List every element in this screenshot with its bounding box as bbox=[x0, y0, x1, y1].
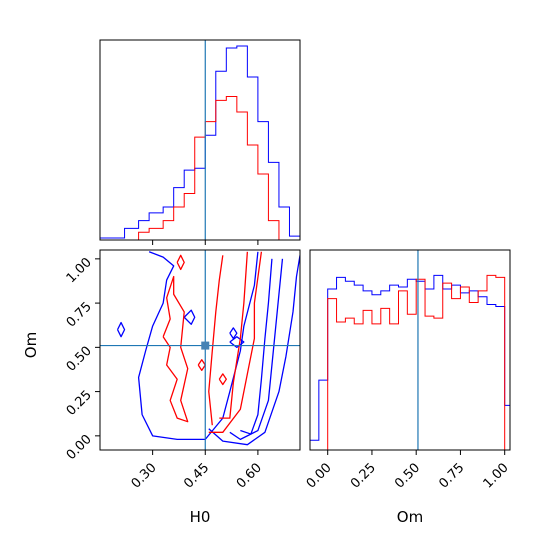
contour-H0-Om-series-1-contour-1 bbox=[137, 251, 259, 441]
hist-Om-series-2-steps bbox=[327, 274, 506, 450]
x-axis-label-Om: Om bbox=[397, 508, 423, 526]
hist-Om-series-1-steps bbox=[309, 274, 511, 450]
hist-Om-x-tick-label: 0.25 bbox=[348, 460, 379, 491]
contour-H0-Om-x-tick-label: 0.45 bbox=[181, 460, 212, 491]
contour-H0-Om-series-1-contour-7 bbox=[116, 321, 126, 338]
contour-H0-Om-series-2-contour-5 bbox=[176, 254, 185, 271]
contour-H0-Om-series-1-contour-4 bbox=[240, 258, 273, 435]
contour-H0-Om-y-tick-label: 1.00 bbox=[64, 255, 95, 286]
contour-H0-Om-series-2-contour-1 bbox=[162, 275, 189, 423]
contour-H0-Om-series-2-contour-2 bbox=[208, 251, 263, 433]
contour-H0-Om-series-1-contour-2 bbox=[208, 255, 300, 446]
contour-H0-Om-series-1-contour-3 bbox=[229, 258, 284, 441]
contour-lines bbox=[116, 251, 300, 446]
contour-H0-Om-y-tick-label: 0.25 bbox=[64, 388, 95, 419]
contour-H0-Om-series-2-contour-6 bbox=[197, 359, 206, 372]
hist-H0-series-1-steps bbox=[99, 45, 301, 240]
y-axis-label-Om: Om bbox=[22, 332, 40, 358]
contour-H0-Om-y-tick-label: 0.00 bbox=[64, 432, 95, 463]
x-axis-label-H0: H0 bbox=[190, 508, 211, 526]
contour-H0-Om-series-2-contour-3 bbox=[219, 251, 249, 419]
histogram-H0-panel bbox=[99, 39, 301, 245]
hist-H0-frame bbox=[99, 39, 301, 241]
contour-H0-Om-series-1-contour-5 bbox=[183, 309, 196, 325]
hist-Om-x-tick-label: 0.00 bbox=[304, 460, 335, 491]
truth-marker bbox=[201, 341, 210, 350]
histogram-Om-panel: 0.00 0.25 0.50 0.75 1.00 bbox=[304, 249, 512, 492]
hist-Om-frame bbox=[309, 249, 511, 451]
contour-H0-Om-y-tick-label: 0.75 bbox=[64, 299, 95, 330]
contour-H0-Om-frame bbox=[99, 249, 301, 451]
hist-Om-x-tick-label: 0.75 bbox=[436, 460, 467, 491]
contour-H0-Om-series-2-contour-7 bbox=[218, 373, 227, 386]
contour-H0-Om-x-tick-label: 0.60 bbox=[234, 460, 265, 491]
contour-H0-Om-series-2-contour-4 bbox=[208, 255, 224, 426]
contour-H0-Om-series-1-contour-8 bbox=[229, 327, 238, 340]
hist-Om-x-tick-label: 1.00 bbox=[481, 460, 512, 491]
hist-Om-x-tick-label: 0.50 bbox=[392, 460, 423, 491]
contour-H0-Om-y-tick-label: 0.50 bbox=[64, 344, 95, 375]
contour-H0-Om-panel: 0.30 0.45 0.60 0.00 0.25 0.50 0.75 1.00 bbox=[64, 249, 301, 492]
contour-H0-Om-x-tick-label: 0.30 bbox=[129, 460, 160, 491]
